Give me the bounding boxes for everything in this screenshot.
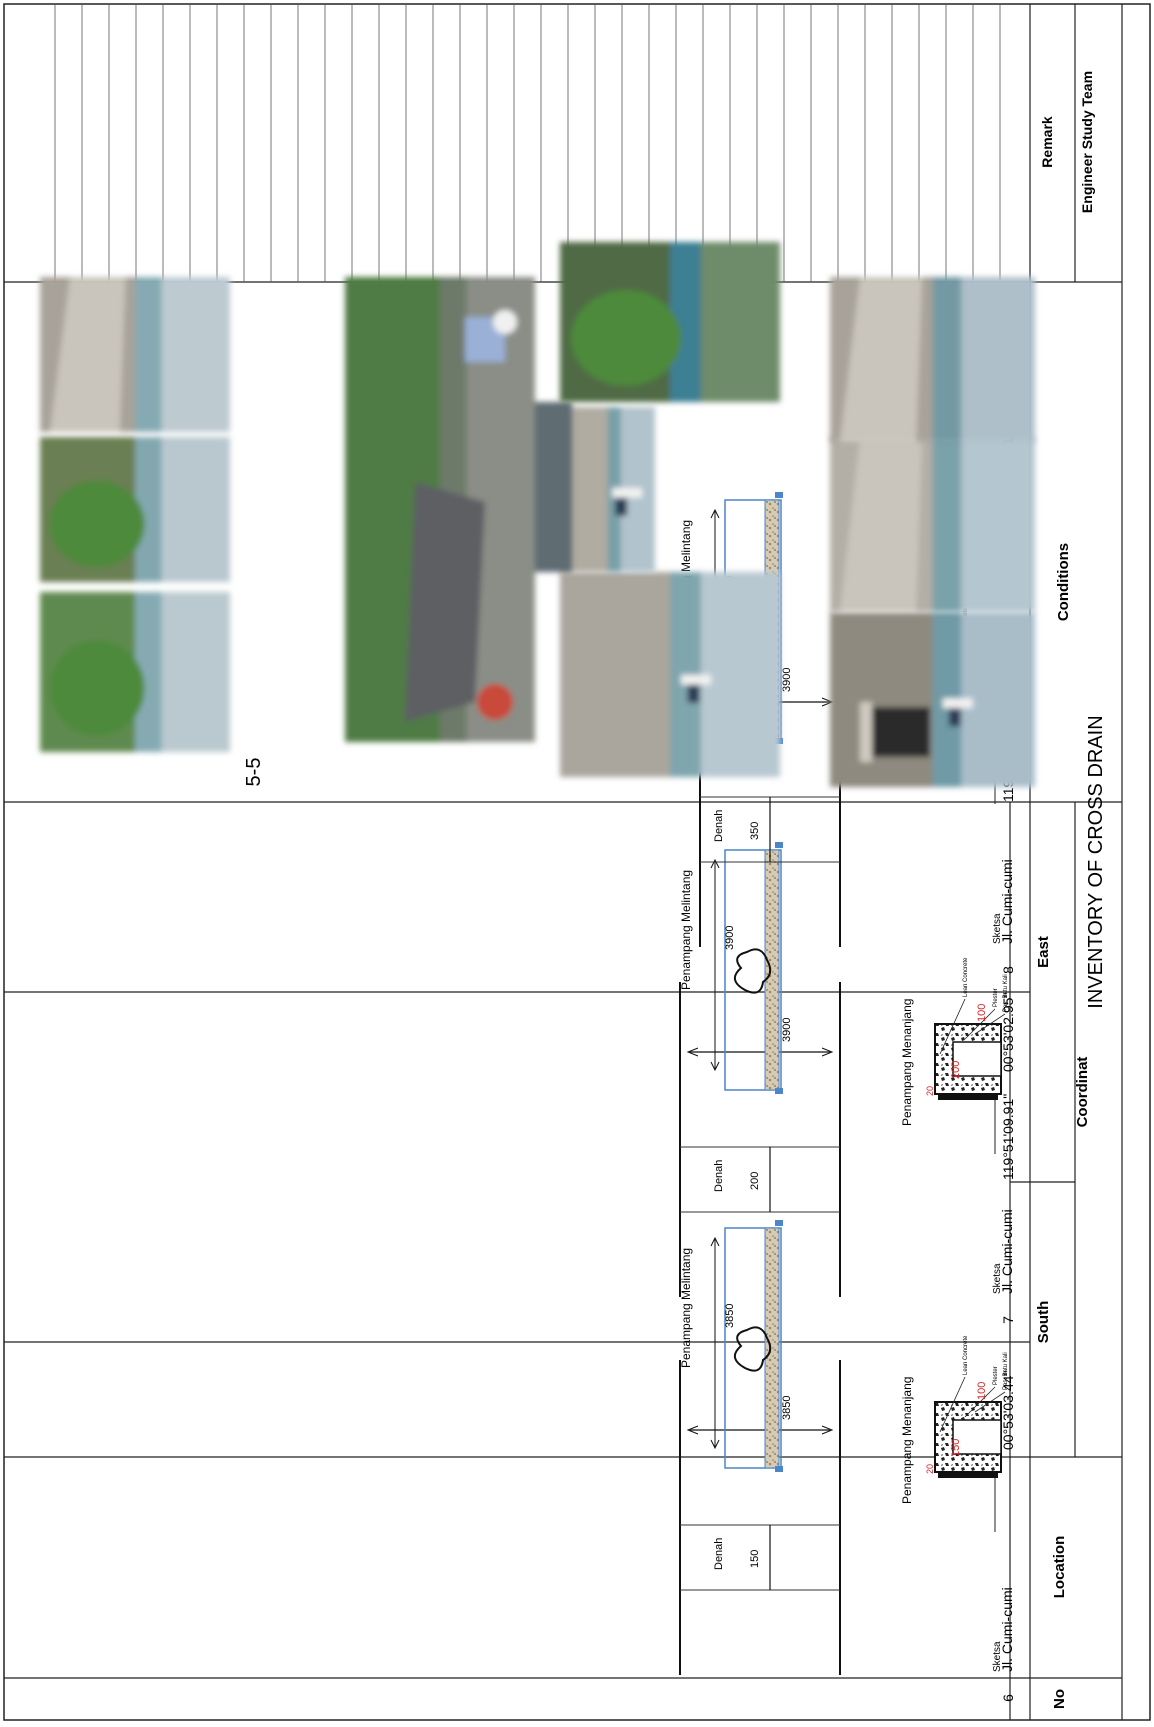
callout-plaster: Plester <box>993 1366 999 1385</box>
table-header: INVENTORY OF CROSS DRAIN No Location Coo… <box>1035 71 1107 1709</box>
location-name: Jl. Cumi-cumi <box>999 1209 1015 1294</box>
sketch-label: Sketsa <box>992 913 1003 944</box>
document-title: INVENTORY OF CROSS DRAIN <box>1085 715 1107 1008</box>
sketch-label: Sketsa <box>992 1263 1003 1294</box>
left-dim: 20 <box>925 1464 935 1474</box>
plan-width-dim: 200 <box>749 1172 761 1190</box>
drain-plan-view <box>679 982 841 1297</box>
col-coordinat-header: Coordinat <box>1074 1057 1091 1128</box>
photo-row8-2 <box>40 592 230 752</box>
table-border <box>3 3 1151 1721</box>
photo-row7-1 <box>560 572 781 777</box>
plan-length-dim: 3850 <box>781 1396 793 1420</box>
photo-row7-4 <box>560 242 781 402</box>
drain-cross-section <box>934 1376 1006 1532</box>
drain-long-section <box>710 1220 783 1472</box>
section-width: 200 <box>950 1061 962 1079</box>
col-south-header: South <box>1035 1301 1052 1344</box>
plan-width-dim: 150 <box>749 1550 761 1568</box>
photo-row8-3 <box>40 437 230 582</box>
callout-plaster: Plester <box>993 988 999 1007</box>
photo-row8-main <box>345 277 535 742</box>
photo-row7-2 <box>560 407 656 572</box>
section-width: 150 <box>950 1439 962 1457</box>
plan-label: Denah <box>713 810 725 842</box>
callout-stone: Pas. Batu Kali <box>1003 1352 1009 1390</box>
col-conditions-header: Conditions <box>1055 543 1072 621</box>
left-dim: 20 <box>925 1086 935 1096</box>
callout-stone: Pas. Batu Kali <box>1003 974 1009 1012</box>
long-section-label: Penampang Menanjang <box>900 999 914 1126</box>
col-east-header: East <box>1035 936 1052 968</box>
plan-width-dim: 350 <box>749 822 761 840</box>
callout-concrete: Lean Concrete <box>963 1335 969 1375</box>
section-height: 100 <box>976 1382 988 1400</box>
col-location-header: Location <box>1051 1536 1068 1599</box>
location-name: Jl. Cumi-cumi <box>999 1587 1015 1672</box>
col-no-header: No <box>1051 1689 1068 1709</box>
south-coordinate: 00°53'02.95" <box>1000 993 1016 1072</box>
row-number: 7 <box>1000 1316 1016 1324</box>
photo-row6-2 <box>830 437 1035 612</box>
south-coordinate: 00°53'03.44" <box>1000 1371 1016 1450</box>
row-number: 6 <box>1000 1694 1016 1702</box>
drain-row-7: 7Jl. Cumi-cumiSketsa00°53'02.95"119°50'5… <box>679 716 1016 1324</box>
cross-length-dim: 3900 <box>724 926 736 950</box>
photo-row6-1 <box>830 612 1035 787</box>
condition-photos <box>40 242 1035 787</box>
east-coordinate: 119°51'09.91" <box>1000 1094 1016 1180</box>
plan-length-dim: 3900 <box>781 668 793 692</box>
drain-cross-section <box>934 998 1006 1154</box>
plan-label: Denah <box>713 1160 725 1192</box>
callout-concrete: Lean Concrete <box>963 957 969 997</box>
col-remark-header: Remark <box>1039 116 1055 168</box>
cross-section-label: Penampang Melintang <box>679 870 693 990</box>
photo-row6-3 <box>830 277 1035 442</box>
long-section-label: Penampang Menanjang <box>900 1377 914 1504</box>
row-number: 8 <box>1000 966 1016 974</box>
cross-length-dim: 3850 <box>724 1304 736 1328</box>
sketch-label: Sketsa <box>992 1641 1003 1672</box>
plan-label: Denah <box>713 1538 725 1570</box>
section-height: 100 <box>976 1004 988 1022</box>
plan-length-dim: 3900 <box>781 1018 793 1042</box>
cross-section-label: Penampang Melintang <box>679 1248 693 1368</box>
photo-row8-4 <box>40 277 230 432</box>
location-name: Jl. Cumi-cumi <box>999 859 1015 944</box>
inventory-table <box>3 3 1151 1721</box>
col-engineer-header: Engineer Study Team <box>1079 71 1095 213</box>
drain-row-6: 6Jl. Cumi-cumiSketsa00°53'03.44"119°51'0… <box>679 1094 1016 1702</box>
drain-long-section <box>710 842 783 1094</box>
page-number: 5-5 <box>243 758 265 787</box>
drain-plan-view <box>679 1360 841 1675</box>
